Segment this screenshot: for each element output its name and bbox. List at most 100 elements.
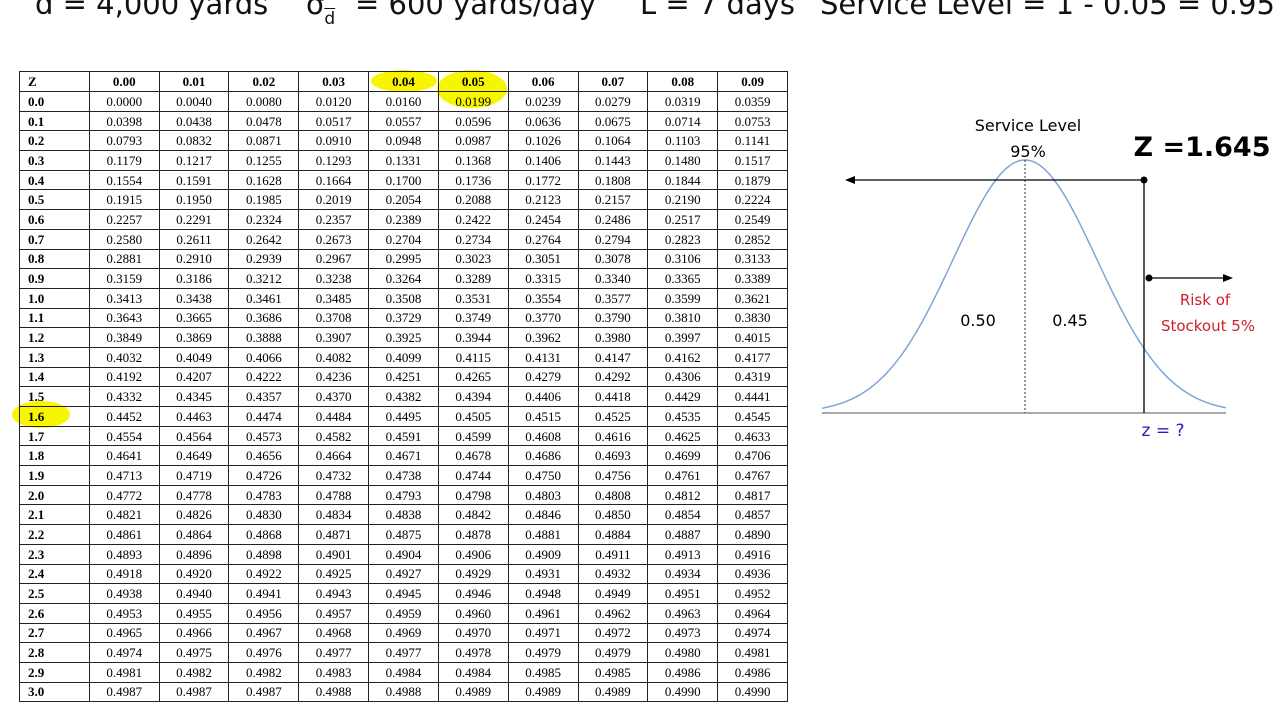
- cell: 0.1517: [717, 150, 788, 171]
- cell: 0.2291: [158, 209, 230, 230]
- cell: 0.4545: [717, 406, 788, 427]
- cell: 0.1554: [88, 169, 160, 191]
- column-header: 0.06: [507, 71, 579, 92]
- cell: 0.4973: [647, 622, 719, 644]
- column-header: 0.08: [647, 71, 719, 92]
- cell: 0.4952: [717, 583, 788, 604]
- sigma: σd: [306, 0, 335, 29]
- cell: 0.4767: [717, 465, 788, 486]
- cell: 0.4977: [368, 642, 439, 663]
- cell: 0.3023: [437, 248, 509, 270]
- cell: 0.4864: [158, 524, 230, 545]
- cell: 0.4838: [368, 504, 439, 526]
- arrow-head: [1223, 274, 1233, 282]
- cell: 0.4452: [88, 406, 160, 427]
- cell: 0.3643: [88, 307, 160, 329]
- cell: 0.0910: [298, 130, 370, 152]
- column-header: 0.09: [717, 71, 788, 92]
- cell: 0.2794: [577, 228, 649, 250]
- cell: 0.3212: [228, 268, 300, 289]
- cell: 0.4987: [158, 681, 230, 703]
- cell: 0.4713: [88, 465, 160, 486]
- table-row: 0.3 0.1179 0.1217 0.1255 0.1293 0.1331 0.1368 0…: [19, 150, 788, 171]
- cell: 0.4904: [368, 543, 439, 565]
- cell: 0.3944: [437, 327, 509, 348]
- cell: 0.4961: [507, 602, 579, 624]
- normal-curve: [821, 159, 1227, 409]
- cell: 0.4599: [437, 425, 509, 447]
- cell: 0.1950: [158, 189, 230, 211]
- cell: 0.4192: [88, 366, 160, 388]
- cell: 0.0438: [158, 110, 230, 132]
- cell: 0.4564: [158, 425, 230, 447]
- cell: 0.2611: [158, 228, 230, 250]
- cell: 0.4846: [507, 504, 579, 526]
- right-area: 0.45: [1052, 311, 1088, 330]
- cell: 0.3621: [717, 287, 788, 309]
- cell: 0.0359: [717, 91, 788, 112]
- cell: 0.3907: [298, 327, 370, 348]
- cell: 0.4418: [577, 386, 649, 407]
- cell: 0.4987: [228, 681, 300, 703]
- table-row: 1.4 0.4192 0.4207 0.4222 0.4236 0.4251 0.4265 0…: [19, 366, 788, 388]
- cell: 0.2764: [507, 228, 579, 250]
- z-label: 2.3: [19, 543, 90, 565]
- demand: d = 4,000 yards: [35, 0, 269, 21]
- table-row: 2.6 0.4953 0.4955 0.4956 0.4957 0.4959 0.4960 0…: [19, 602, 788, 624]
- z-label: 3.0: [19, 681, 90, 703]
- cell: 0.4625: [647, 425, 719, 447]
- cell: 0.4981: [717, 642, 788, 663]
- cell: 0.4986: [647, 661, 719, 683]
- cell: 0.4988: [368, 681, 439, 703]
- z-table: Z 0.00 0.01 0.02 0.03 0.04 0.05 0.06 0.07 0.08 0.0…: [19, 71, 788, 703]
- lead-time: L = 7 days: [640, 0, 796, 21]
- cell: 0.4382: [368, 386, 439, 407]
- cell: 0.3186: [158, 268, 230, 289]
- cell: 0.1808: [577, 169, 649, 191]
- column-header: 0.05: [437, 71, 509, 92]
- cell: 0.4306: [647, 366, 719, 388]
- cell: 0.4706: [717, 445, 788, 467]
- cell: 0.2088: [437, 189, 509, 211]
- cell: 0.4925: [298, 563, 370, 585]
- cell: 0.2257: [88, 209, 160, 230]
- cell: 0.4943: [298, 583, 370, 604]
- header-row: Z 0.00 0.01 0.02 0.03 0.04 0.05 0.06 0.07 0.08 0.0…: [19, 71, 788, 92]
- cell: 0.1844: [647, 169, 719, 191]
- table-row: 0.5 0.1915 0.1950 0.1985 0.2019 0.2054 0.2088 0…: [19, 189, 788, 211]
- cell: 0.4959: [368, 602, 439, 624]
- cell: 0.4990: [717, 681, 788, 703]
- cell: 0.3577: [577, 287, 649, 309]
- cell: 0.1368: [437, 150, 509, 171]
- table-row: 2.4 0.4918 0.4920 0.4922 0.4925 0.4927 0.4929 0…: [19, 563, 788, 585]
- cell: 0.4115: [437, 346, 509, 368]
- cell: 0.4962: [577, 602, 649, 624]
- cell: 0.4656: [228, 445, 300, 467]
- cell: 0.3340: [577, 268, 649, 289]
- cell: 0.4147: [577, 346, 649, 368]
- cell: 0.4989: [577, 681, 649, 703]
- cell: 0.1591: [158, 169, 230, 191]
- cell: 0.4918: [88, 563, 160, 585]
- cell: 0.3413: [88, 287, 160, 309]
- cell: 0.3438: [158, 287, 230, 309]
- table-row: 1.7 0.4554 0.4564 0.4573 0.4582 0.4591 0.4599 0…: [19, 425, 788, 447]
- cell: 0.0319: [647, 91, 719, 112]
- cell: 0.2224: [717, 189, 788, 211]
- z-label: 0.6: [19, 209, 90, 230]
- cell: 0.3315: [507, 268, 579, 289]
- cell: 0.4932: [577, 563, 649, 585]
- cell: 0.4778: [158, 484, 230, 506]
- cell: 0.4940: [158, 583, 230, 604]
- column-header: 0.00: [88, 71, 160, 92]
- cell: 0.4236: [298, 366, 370, 388]
- cell: 0.3461: [228, 287, 300, 309]
- dot: [1145, 274, 1153, 282]
- cell: 0.0793: [88, 130, 160, 152]
- cell: 0.3770: [507, 307, 579, 329]
- cell: 0.3289: [437, 268, 509, 289]
- table-row: 0.9 0.3159 0.3186 0.3212 0.3238 0.3264 0.3289 0…: [19, 268, 788, 289]
- cell: 0.3106: [647, 248, 719, 270]
- cell: 0.4131: [507, 346, 579, 368]
- cell: 0.0714: [647, 110, 719, 132]
